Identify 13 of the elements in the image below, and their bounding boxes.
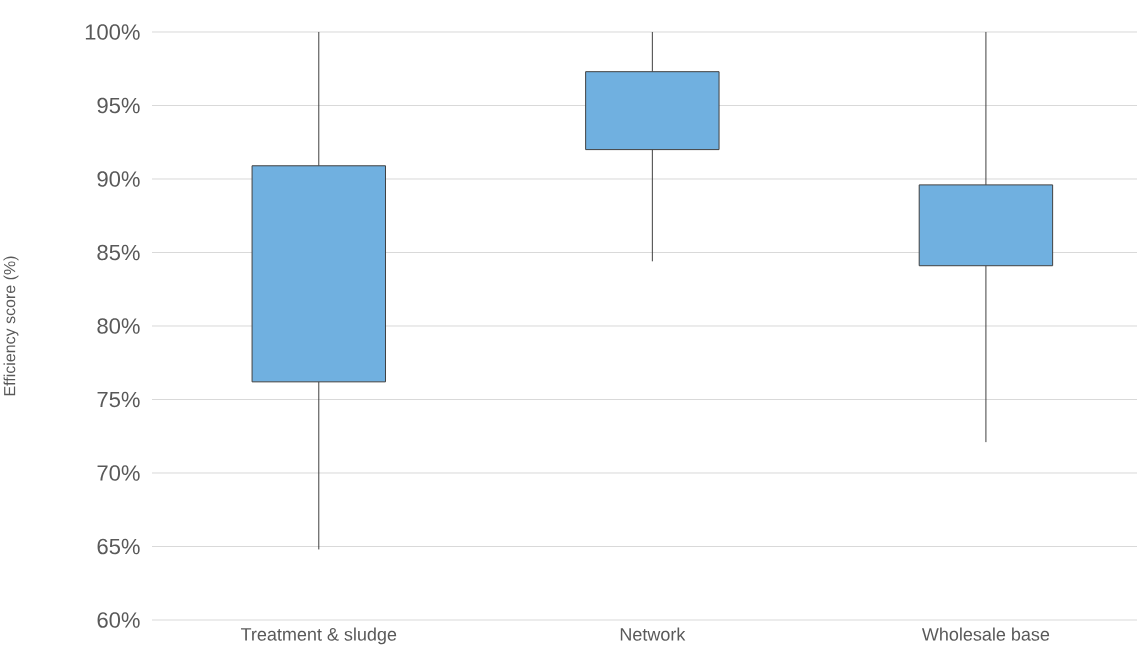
y-tick-label: 95% [97,97,140,114]
y-tick-label: 100% [85,24,140,40]
y-tick-label: 60% [97,612,140,628]
y-tick-label: 65% [97,538,140,555]
y-tick-label: 85% [97,244,140,261]
y-tick-label: 70% [97,465,140,481]
y-tick-label: 75% [97,391,140,408]
x-tick-label: Wholesale base [921,627,1050,641]
x-tick-label: Treatment & sludge [240,627,397,645]
y-tick-label: 90% [97,171,140,187]
x-tick-label: Network [620,627,686,641]
y-tick-label: 80% [97,318,140,334]
y-axis-title: Efficiency score (%) [3,256,19,396]
